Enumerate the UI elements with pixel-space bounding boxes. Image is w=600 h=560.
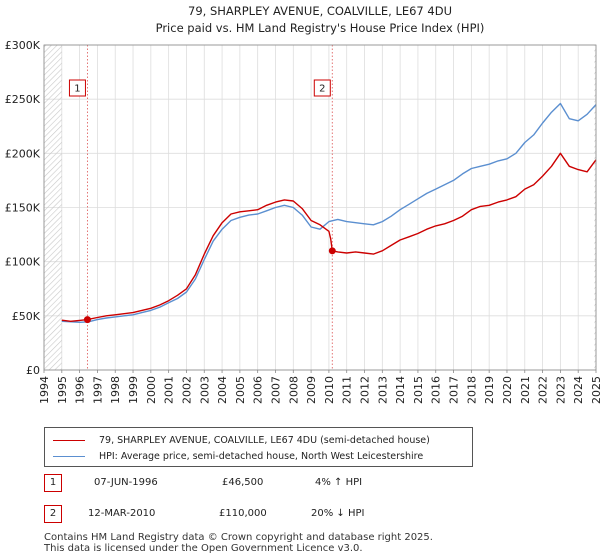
x-tick-label: 2016 [430,376,443,404]
legend-label-hpi: HPI: Average price, semi-detached house,… [99,450,424,462]
sale-marker-box [313,79,331,97]
x-tick-label: 2012 [359,376,372,404]
transaction-row-1: 1 07-JUN-1996 £46,500 4% ↑ HPI [44,474,564,494]
hpi-line [61,102,597,323]
x-tick-label: 2001 [163,376,176,404]
transaction-hpi: 20% ↓ HPI [311,508,365,519]
transaction-date: 12-MAR-2010 [88,508,156,519]
x-tick-label: 1998 [109,376,122,404]
x-tick-label: 2007 [269,376,282,404]
transaction-price: £46,500 [222,477,264,488]
y-tick-label: £50K [12,310,41,323]
legend-entry-property: 79, SHARPLEY AVENUE, COALVILLE, LE67 4DU… [53,433,430,447]
y-tick-label: £100K [5,256,41,269]
y-tick-label: £250K [5,93,41,106]
x-tick-label: 2019 [483,376,496,404]
sale-marker-label: 1 [74,84,80,95]
x-tick-label: 1996 [74,376,87,404]
hatched-region [44,45,62,370]
y-tick-label: £150K [5,202,41,215]
x-tick-label: 1999 [127,376,140,404]
transaction-hpi: 4% ↑ HPI [315,477,363,488]
x-tick-label: 2020 [501,376,514,404]
footer: Contains HM Land Registry data © Crown c… [44,532,433,554]
x-tick-label: 2008 [287,376,300,404]
transaction-badge: 2 [44,505,62,523]
y-tick-label: £0 [26,364,40,377]
y-tick-label: £300K [5,39,41,52]
legend-entry-hpi: HPI: Average price, semi-detached house,… [53,449,423,463]
x-tick-label: 2023 [554,376,567,404]
property-price-line [61,152,597,322]
x-tick-label: 2002 [180,376,193,404]
x-tick-label: 2014 [394,376,407,404]
plot-frame [43,44,597,371]
sale-marker-box [68,79,86,97]
x-tick-label: 1997 [91,376,104,404]
transaction-badge: 1 [44,474,62,492]
x-tick-label: 2015 [412,376,425,404]
transaction-date: 07-JUN-1996 [94,477,158,488]
sale-marker-label: 2 [319,84,325,95]
x-tick-label: 2017 [448,376,461,404]
x-tick-label: 2024 [572,376,585,404]
chart-title: 79, SHARPLEY AVENUE, COALVILLE, LE67 4DU [188,4,452,18]
sale-point [83,316,91,324]
x-tick-label: 2003 [198,376,211,404]
chart-subtitle: Price paid vs. HM Land Registry's House … [156,21,485,35]
x-tick-label: 2006 [252,376,265,404]
x-tick-label: 2021 [519,376,532,404]
price-chart: 79, SHARPLEY AVENUE, COALVILLE, LE67 4DU… [5,4,600,404]
x-tick-label: 1995 [56,376,69,404]
legend-swatch-hpi [53,455,85,457]
transaction-row-2: 2 12-MAR-2010 £110,000 20% ↓ HPI [44,505,564,525]
x-tick-label: 2025 [590,376,600,404]
x-tick-label: 2009 [305,376,318,404]
legend-swatch-property [53,439,85,441]
footer-licence: This data is licensed under the Open Gov… [44,543,363,554]
transaction-price: £110,000 [219,508,267,519]
x-tick-label: 2011 [341,376,354,404]
footer-copyright: Contains HM Land Registry data © Crown c… [44,532,433,543]
x-tick-label: 2004 [216,376,229,404]
x-tick-label: 2000 [145,376,158,404]
y-tick-label: £200K [5,147,41,160]
x-tick-label: 1994 [38,376,51,404]
x-tick-label: 2022 [537,376,550,404]
x-tick-label: 2018 [465,376,478,404]
legend: 79, SHARPLEY AVENUE, COALVILLE, LE67 4DU… [44,427,473,467]
x-tick-label: 2013 [376,376,389,404]
sale-point [328,247,336,255]
x-tick-label: 2010 [323,376,336,404]
x-tick-label: 2005 [234,376,247,404]
hatched-region [594,45,596,370]
legend-label-property: 79, SHARPLEY AVENUE, COALVILLE, LE67 4DU… [99,434,430,446]
